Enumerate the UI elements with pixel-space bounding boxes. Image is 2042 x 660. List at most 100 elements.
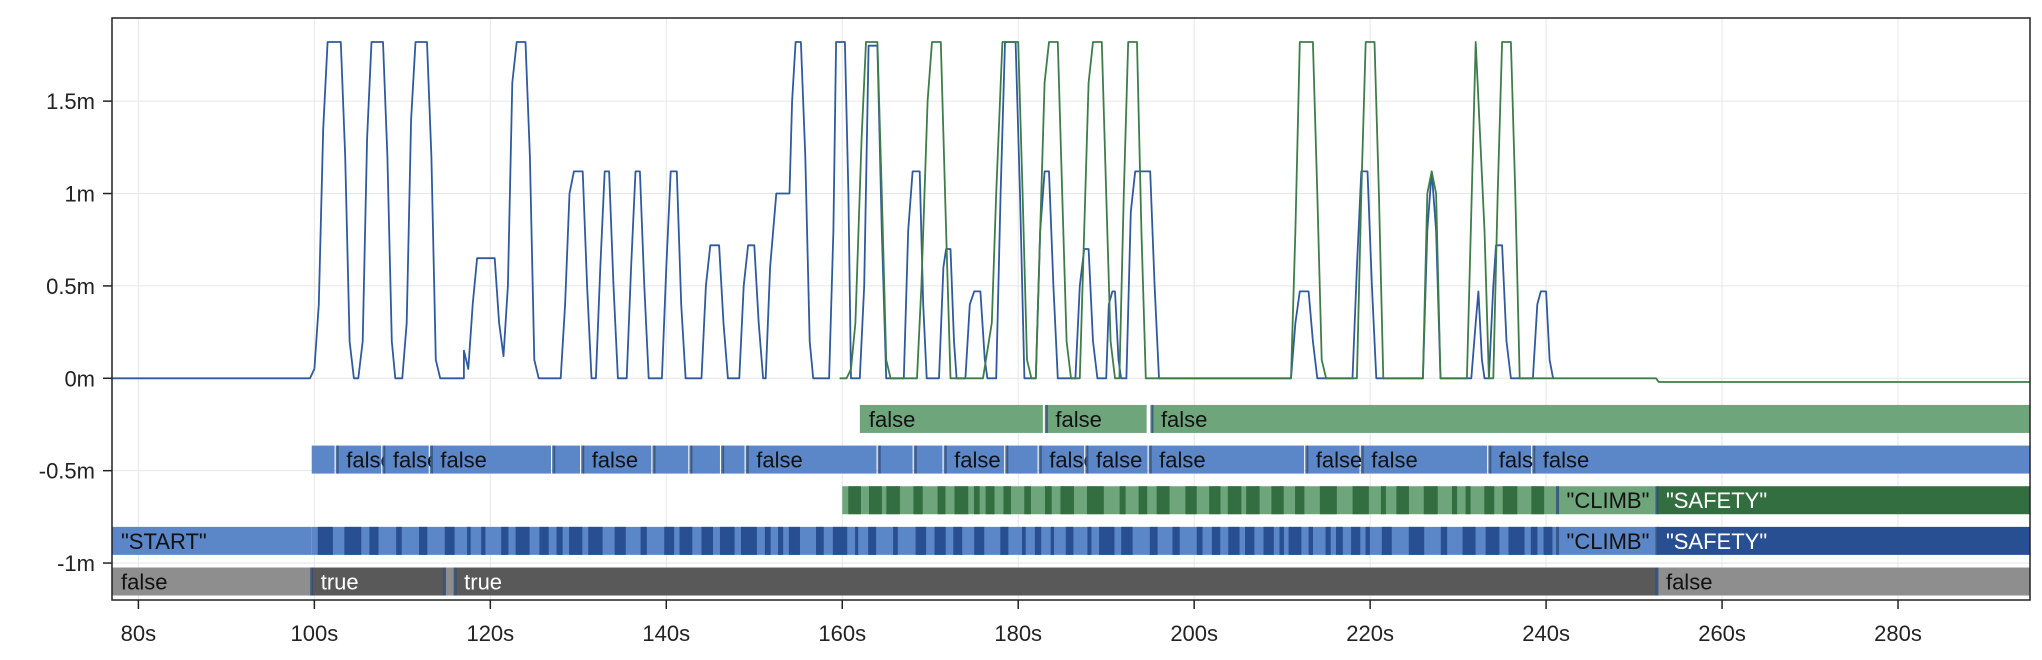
y-tick-label: 0m [64,366,95,391]
bar-segment [722,445,745,474]
bar-segment-label: "SAFETY" [1666,529,1767,554]
bar-stripe [1024,486,1031,515]
bar-stripe [1228,526,1240,555]
bar-stripe [1245,526,1255,555]
bar-track-green-boolean: false false false [859,404,2030,433]
bar-segment [311,445,335,474]
bar-track-blue-boolean: false false false false false false false false… [311,445,2030,474]
bar-stripe [934,526,946,555]
bar-segment [112,526,312,555]
line-series-blue [112,41,1554,380]
bar-segment [690,445,720,474]
x-tick-label: 280s [1874,621,1922,646]
bar-segment [653,445,689,474]
bar-stripe [1325,526,1331,555]
bar-stripe [893,526,898,555]
bar-segment [553,445,581,474]
bar-stripe [1462,526,1476,555]
bar-segment [842,486,1558,515]
bar-segment [1306,445,1360,474]
bar-stripe [679,526,693,555]
bar-stripe [556,526,563,555]
bar-stripe [816,526,824,555]
bar-segment-label: false [954,448,1000,473]
bar-segment-label: false [1666,570,1712,595]
bar-segment [1151,404,2030,433]
bar-stripe [664,526,675,555]
bar-stripe [777,526,784,555]
x-tick-label: 120s [466,621,514,646]
bar-track-green-state: "CLIMB" "SAFETY" [842,486,2030,515]
bar-stripe [913,486,923,515]
bar-stripe [1065,526,1074,555]
bar-stripe [868,526,877,555]
bar-stripe [974,526,985,555]
bar-stripe [1423,486,1438,515]
bar-segment-label: false [1055,407,1101,432]
bar-stripe [1451,486,1458,515]
bar-stripe [1209,486,1221,515]
bar-segment-label: false [1159,448,1205,473]
x-tick-label: 180s [994,621,1042,646]
bar-stripe [1149,526,1158,555]
bar-stripe [1380,486,1386,515]
bar-stripe [1336,526,1343,555]
bar-stripe [1351,526,1361,555]
bar-stripe [1227,486,1242,515]
bar-segment [945,445,1005,474]
bar-stripe [1121,526,1133,555]
bar-stripe [1279,526,1284,555]
bar-stripe [1530,526,1538,555]
bar-stripe [1508,526,1525,555]
bar-stripe [701,526,713,555]
bar-stripe [1034,526,1042,555]
bar-stripe [1484,486,1495,515]
y-tick-label: -1m [57,551,95,576]
line-series-green [839,41,2030,383]
bar-stripe [915,526,927,555]
bar-stripe [1396,486,1409,515]
bar-segment-label: "CLIMB" [1567,529,1650,554]
bar-segment-label: true [464,570,502,595]
bar-stripe [1172,526,1180,555]
bar-stripe [1086,486,1104,515]
bar-stripe [467,526,471,555]
bar-stripe [869,486,882,515]
bar-segment [1362,445,1488,474]
bar-stripe [1295,486,1305,515]
bar-stripe [1000,526,1009,555]
bar-segment-label: false [1543,448,1589,473]
bar-stripe [1022,526,1026,555]
bar-stripe [1185,486,1197,515]
bar-segment-label: true [321,570,359,595]
bar-segment [915,445,943,474]
bar-stripe [848,486,861,515]
bar-segment [879,445,913,474]
bar-segment-label: false [756,448,802,473]
bar-stripe [1465,486,1471,515]
bar-stripe [1271,486,1284,515]
x-tick-label: 140s [642,621,690,646]
bar-segment [747,445,877,474]
bar-stripe [1050,526,1054,555]
bar-stripe [764,526,771,555]
bar-segment-label: false [869,407,915,432]
bar-stripe [588,526,603,555]
bar-segment [444,567,456,596]
bar-stripe [1246,486,1260,515]
bar-stripe [855,526,859,555]
bar-segment-label: false [1316,448,1362,473]
bar-stripe [886,486,900,515]
axes: 80s 100s 120s 140s 160s 180s 200s 220s 240s 260s 2… [39,89,1922,646]
bar-stripe [317,526,333,555]
bar-stripe [832,526,848,555]
bar-segment-label: "CLIMB" [1567,488,1650,513]
bar-segment-label: false [1096,448,1142,473]
bar-stripe [396,526,402,555]
bar-track-blue-state: "START" "CLIMB" "SAFETY" [112,526,2030,555]
bar-stripe [444,526,455,555]
bar-stripe [985,486,995,515]
bar-segment [431,445,552,474]
bar-stripe [419,526,428,555]
bar-segment [1656,526,2030,555]
